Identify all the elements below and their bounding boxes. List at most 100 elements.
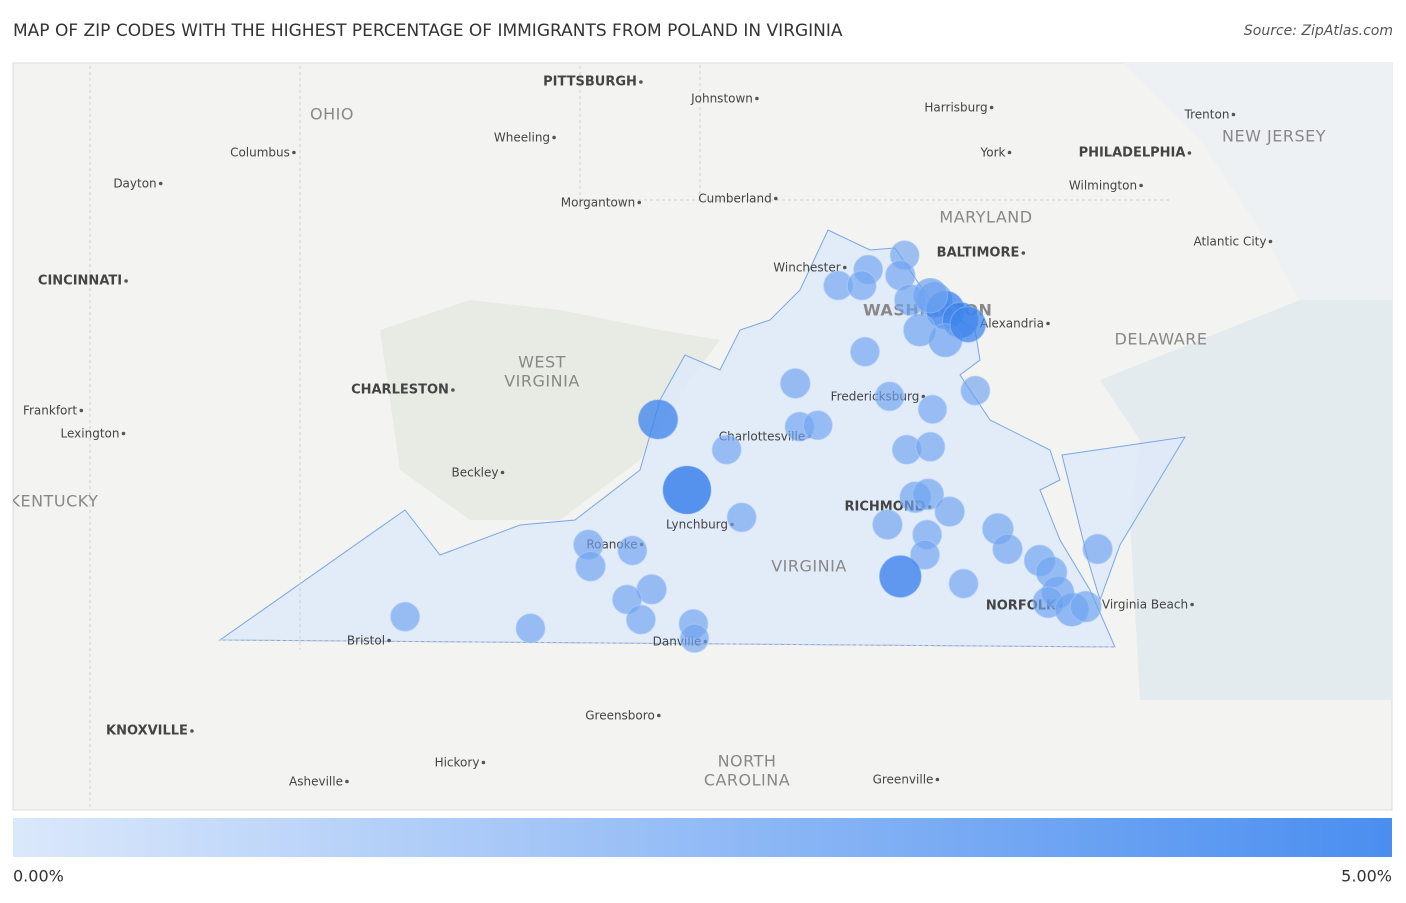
city-marker (190, 729, 194, 733)
virginia-outline (218, 229, 1116, 648)
place-label: Lynchburg (666, 518, 728, 532)
zip-bubble (726, 502, 757, 533)
city-marker (1190, 602, 1194, 607)
city-marker (1268, 239, 1273, 244)
city-marker (1139, 183, 1143, 188)
place-label: Asheville (289, 775, 343, 789)
place-label: CAROLINA (704, 771, 790, 790)
zip-bubble (662, 465, 712, 515)
zip-bubble (874, 381, 905, 412)
place-label: Winchester (773, 261, 840, 275)
city-marker (500, 470, 505, 475)
place-label: Lexington (61, 427, 120, 441)
city-marker (451, 388, 455, 392)
place-label: NEW JERSEY (1222, 127, 1326, 146)
place-label: Trenton (1184, 108, 1230, 122)
zip-bubble (949, 306, 987, 343)
zip-bubble (390, 601, 421, 632)
zip-bubble (575, 551, 606, 582)
zip-bubble (1082, 533, 1113, 565)
place-label: Atlantic City (1194, 235, 1267, 249)
zip-bubble (802, 410, 833, 441)
legend-label: 0.00% (13, 867, 64, 886)
map-layer: PITTSBURGH Johnstown Harrisburg Trenton … (13, 63, 1392, 810)
legend-label: 5.00% (1341, 867, 1392, 886)
place-label: York (980, 146, 1006, 160)
city-marker (935, 777, 940, 782)
place-label: BALTIMORE (937, 246, 1020, 261)
place-label: Frankfort (23, 404, 77, 418)
city-marker (1187, 151, 1192, 155)
place-label: Dayton (113, 177, 156, 191)
city-marker (1007, 150, 1012, 155)
place-label: Virginia Beach (1102, 598, 1188, 612)
zip-bubble (948, 568, 979, 599)
place-label: MARYLAND (939, 208, 1032, 227)
place-label: Johnstown (690, 92, 753, 106)
city-marker (1231, 112, 1236, 117)
city-marker (121, 431, 126, 436)
zip-bubble (960, 375, 991, 406)
place-label: Bristol (347, 634, 385, 648)
title: MAP OF ZIP CODES WITH THE HIGHEST PERCEN… (13, 21, 843, 41)
city-marker (637, 200, 642, 205)
place-label: Beckley (452, 466, 499, 480)
city-marker (79, 408, 84, 413)
city-marker (124, 279, 128, 283)
city-marker (639, 80, 643, 84)
city-marker (989, 105, 994, 110)
place-label: VIRGINIA (504, 372, 580, 391)
zip-bubble (849, 336, 880, 367)
place-label: KNOXVILLE (106, 724, 188, 739)
place-label: Morgantown (561, 196, 635, 210)
borders (89, 63, 1170, 810)
zip-bubble (711, 434, 742, 465)
city-marker (1046, 321, 1050, 326)
zip-bubble (637, 399, 679, 440)
city-marker (552, 135, 556, 140)
place-label: CINCINNATI (38, 274, 122, 289)
place-label: Greensboro (585, 709, 655, 723)
zip-bubble (934, 496, 965, 527)
zip-bubble (779, 368, 811, 399)
place-label: Wheeling (494, 131, 550, 145)
place-label: OHIO (310, 105, 354, 124)
city-marker (481, 760, 486, 765)
zip-bubble (912, 478, 945, 511)
place-label: Alexandria (980, 317, 1044, 331)
city-marker (387, 638, 391, 643)
zip-bubble (515, 613, 546, 644)
place-label: Wilmington (1069, 179, 1137, 193)
zip-bubble (917, 394, 948, 425)
source: Source: ZipAtlas.com (1244, 23, 1393, 39)
city-marker (158, 181, 163, 186)
zip-bubble (879, 555, 922, 598)
zip-bubble (915, 431, 946, 462)
zip-bubble (992, 533, 1023, 565)
place-label: DELAWARE (1115, 330, 1208, 349)
place-label: Harrisburg (924, 101, 987, 115)
zip-bubble (617, 535, 648, 566)
place-label: PHILADELPHIA (1079, 146, 1186, 161)
city-marker (842, 265, 847, 270)
place-label: Hickory (435, 756, 480, 770)
place-label: PITTSBURGH (543, 75, 637, 90)
place-label: Greenville (873, 773, 934, 787)
ocean (1123, 63, 1392, 300)
zip-bubble (912, 277, 949, 314)
place-label: Columbus (230, 146, 290, 160)
city-marker (773, 196, 778, 201)
place-label: NORTH (718, 752, 777, 771)
terrain (380, 300, 720, 520)
city-marker (755, 96, 759, 101)
zip-bubble (625, 604, 656, 635)
ocean (1100, 300, 1392, 700)
zip-bubble (909, 539, 940, 570)
place-label: CHARLESTON (351, 383, 449, 398)
city-marker (656, 713, 661, 718)
zip-bubble (872, 509, 903, 540)
zip-bubble (846, 270, 877, 301)
legend-gradient (13, 818, 1392, 857)
